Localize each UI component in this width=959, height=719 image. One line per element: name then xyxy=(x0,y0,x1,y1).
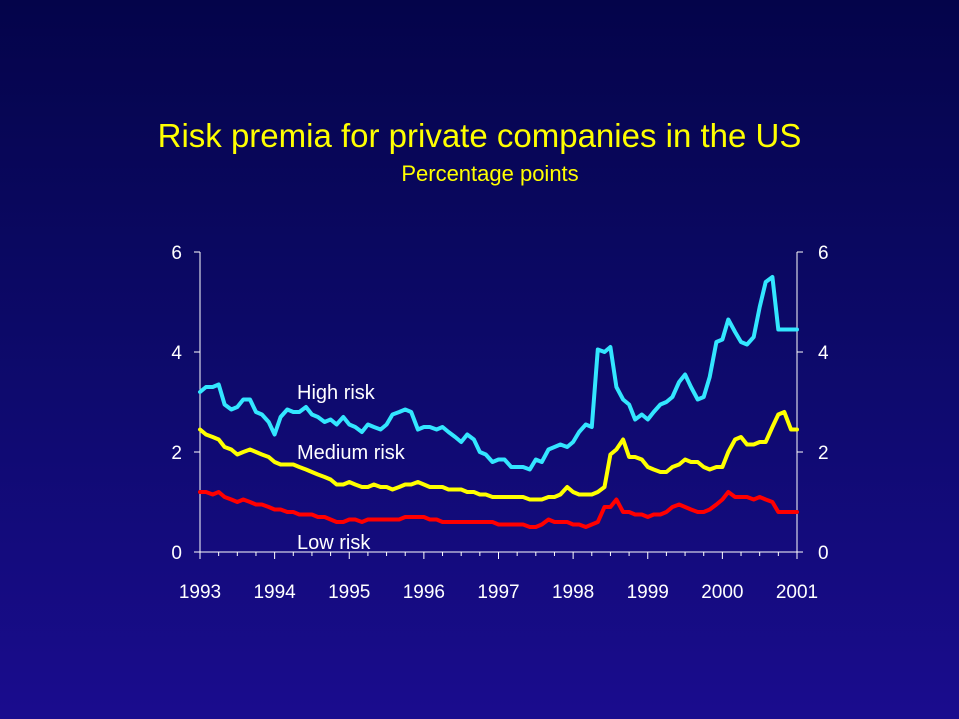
series-label-medium-risk: Medium risk xyxy=(297,442,406,464)
x-tick-label: 1995 xyxy=(328,582,370,603)
y-tick-label-right: 4 xyxy=(818,343,829,364)
series-line-low-risk xyxy=(198,490,799,529)
series-line-high-risk xyxy=(198,275,799,472)
y-tick-label-right: 2 xyxy=(818,443,829,464)
chart-title: Risk premia for private companies in the… xyxy=(157,117,802,154)
y-tick-label-left: 0 xyxy=(171,543,182,564)
y-tick-label-left: 6 xyxy=(171,243,182,264)
x-tick-label: 1997 xyxy=(477,582,519,603)
x-tick-label: 1996 xyxy=(403,582,445,603)
x-tick-label: 1993 xyxy=(179,582,221,603)
x-tick-label: 1994 xyxy=(253,582,296,603)
series-label-low-risk: Low risk xyxy=(297,532,371,554)
chart-subtitle: Percentage points xyxy=(401,161,579,186)
series-layer xyxy=(198,275,799,529)
series-line-medium-risk xyxy=(198,410,799,502)
chart-axes: 0 2 4 6 0 2 4 6 1993 1994 1995 1996 1997 1998 1999 2000… xyxy=(171,243,829,603)
y-tick-label-left: 4 xyxy=(171,343,182,364)
x-tick-label: 2000 xyxy=(701,582,743,603)
x-tick-label: 2001 xyxy=(776,582,818,603)
x-tick-label: 1998 xyxy=(552,582,594,603)
y-tick-label-right: 6 xyxy=(818,243,829,264)
series-label-high-risk: High risk xyxy=(297,382,376,404)
series-labels: High risk Medium risk Low risk xyxy=(297,382,406,554)
y-tick-label-left: 2 xyxy=(171,443,182,464)
y-tick-label-right: 0 xyxy=(818,543,829,564)
x-tick-label: 1999 xyxy=(627,582,669,603)
